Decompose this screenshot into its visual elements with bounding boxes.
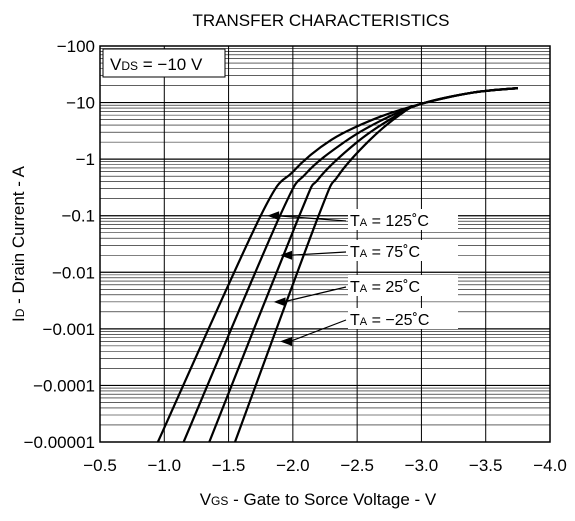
y-tick-label: −0.00001 xyxy=(24,433,95,452)
annotation-label-sub: A xyxy=(360,316,368,328)
x-axis-label-sub: GS xyxy=(211,494,228,508)
x-tick-label: −4.0 xyxy=(533,456,567,475)
x-tick-label: −2.5 xyxy=(340,456,374,475)
curve-line xyxy=(156,87,519,443)
annotation-label: TA = −25˚C xyxy=(350,312,429,329)
annotation-label-rest: = −25˚C xyxy=(367,312,429,329)
x-tick-labels: −0.5 −1.0 −1.5 −2.0 −2.5 −3.0 −3.5 −4.0 xyxy=(83,456,567,475)
annotation-label-bg xyxy=(348,240,458,261)
curve-line xyxy=(233,87,519,443)
curve-annotations: TA = 125˚CTA = 75˚CTA = 25˚CTA = −25˚C xyxy=(267,209,458,346)
y-tick-label: −0.0001 xyxy=(33,376,95,395)
annotation-label-main: T xyxy=(350,213,360,230)
y-axis-label-rest: - Drain Current - A xyxy=(9,165,28,308)
annotation-label-bg xyxy=(348,209,458,230)
y-tick-label: −10 xyxy=(66,94,95,113)
x-axis-label-rest: - Gate to Sorce Voltage - V xyxy=(228,490,437,509)
x-tick-label: −3.0 xyxy=(405,456,439,475)
y-axis-label: ID - Drain Current - A xyxy=(9,165,28,322)
annotation-label: TA = 75˚C xyxy=(350,244,420,261)
annotation-label-main: T xyxy=(350,312,360,329)
x-tick-label: −3.5 xyxy=(469,456,503,475)
condition-sub: DS xyxy=(121,59,138,73)
x-tick-label: −1.0 xyxy=(148,456,182,475)
annotation-arrowhead xyxy=(280,336,292,346)
annotation-label-sub: A xyxy=(360,248,368,260)
curve-line xyxy=(182,87,519,443)
x-tick-label: −2.0 xyxy=(276,456,310,475)
chart-title: TRANSFER CHARACTERISTICS xyxy=(193,11,450,30)
annotation-label-sub: A xyxy=(360,283,368,295)
y-tick-label: −1 xyxy=(76,150,95,169)
x-tick-label: −1.5 xyxy=(212,456,246,475)
annotation-arrowhead xyxy=(280,250,292,260)
annotation-arrowhead xyxy=(267,211,280,221)
y-axis-label-main: I xyxy=(9,317,28,322)
y-tick-label: −0.001 xyxy=(43,320,95,339)
annotation-leader xyxy=(283,286,347,303)
annotation-label-rest: = 75˚C xyxy=(367,244,420,261)
annotation-label-main: T xyxy=(350,244,360,261)
condition-main: V xyxy=(110,55,122,74)
y-axis-label-sub: D xyxy=(13,308,27,317)
plot-grid xyxy=(100,46,550,442)
x-axis-label: VGS - Gate to Sorce Voltage - V xyxy=(200,490,437,509)
x-axis-label-main: V xyxy=(200,490,212,509)
annotation-leader xyxy=(289,251,347,256)
y-tick-label: −100 xyxy=(57,37,95,56)
annotation-label-sub: A xyxy=(360,217,368,229)
y-tick-label: −0.01 xyxy=(52,263,95,282)
annotation-label: TA = 125˚C xyxy=(350,213,429,230)
y-tick-label: −0.1 xyxy=(61,207,95,226)
annotation-label-bg xyxy=(348,275,458,296)
annotation-label-rest: = 25˚C xyxy=(367,279,420,296)
annotation-leader xyxy=(277,215,347,222)
svg-text:VDS = −10 V: VDS = −10 V xyxy=(110,55,203,74)
y-tick-labels: −0.00001 −0.0001 −0.001 −0.01 −0.1 −1 −10 −100 xyxy=(24,37,95,452)
annotation-leader xyxy=(289,319,347,342)
annotation-label-rest: = 125˚C xyxy=(367,213,429,230)
annotation-label-main: T xyxy=(350,279,360,296)
annotation-label-bg xyxy=(348,308,458,329)
condition-box: VDS = −10 V xyxy=(102,48,226,78)
annotation-label: TA = 25˚C xyxy=(350,279,420,296)
plot-frame xyxy=(99,45,551,443)
annotation-arrowhead xyxy=(273,297,286,307)
curves xyxy=(156,87,519,443)
x-tick-label: −0.5 xyxy=(83,456,117,475)
condition-rest: = −10 V xyxy=(138,55,203,74)
